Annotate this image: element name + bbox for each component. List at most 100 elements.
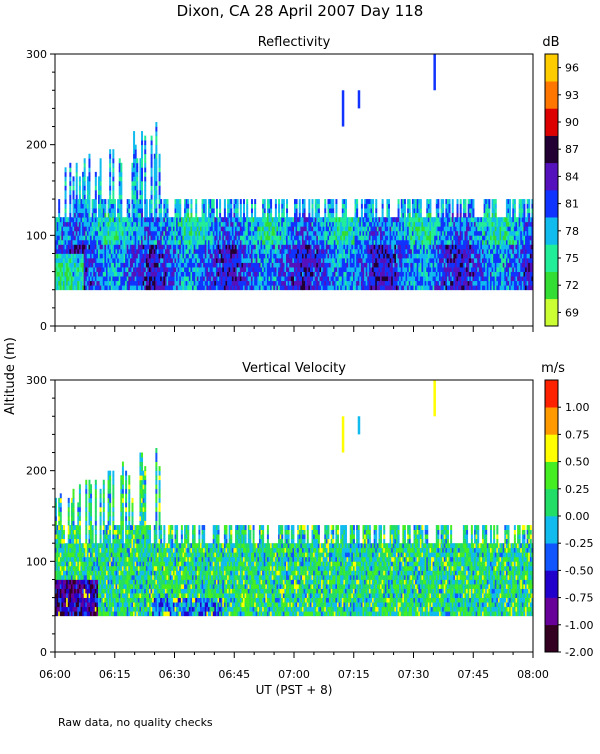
heatmap-cell	[289, 253, 292, 259]
heatmap-cell	[94, 244, 97, 250]
heatmap-cell	[67, 239, 70, 245]
heatmap-cell	[198, 285, 201, 291]
heatmap-cell	[375, 262, 378, 268]
heatmap-cell	[322, 239, 325, 245]
heatmap-cell	[308, 244, 311, 250]
heatmap-cell	[437, 199, 440, 204]
heatmap-cell	[102, 226, 105, 232]
heatmap-cell	[438, 217, 441, 223]
heatmap-cell	[410, 248, 413, 254]
heatmap-cell	[219, 235, 222, 241]
heatmap-cell	[129, 221, 132, 227]
heatmap-cell	[367, 217, 370, 223]
heatmap-cell	[118, 253, 121, 259]
heatmap-cell	[207, 253, 210, 259]
heatmap-cell	[400, 235, 403, 241]
heatmap-cell	[438, 271, 441, 277]
heatmap-cell	[432, 267, 435, 272]
heatmap-cell	[207, 239, 210, 245]
heatmap-cell	[372, 199, 375, 204]
heatmap-cell	[306, 276, 309, 282]
heatmap-cell	[163, 235, 166, 241]
heatmap-cell	[163, 203, 166, 209]
heatmap-cell	[281, 212, 284, 218]
heatmap-cell	[286, 239, 289, 245]
heatmap-cell	[402, 258, 405, 263]
heatmap-cell	[120, 167, 123, 173]
heatmap-cell	[298, 235, 301, 241]
heatmap-cell	[99, 239, 102, 245]
heatmap-cell	[399, 258, 402, 263]
heatmap-cell	[94, 276, 97, 282]
heatmap-cell	[456, 226, 459, 232]
heatmap-cell	[330, 248, 333, 254]
heatmap-cell	[294, 226, 296, 232]
heatmap-cell	[459, 253, 462, 259]
heatmap-cell	[230, 271, 233, 277]
heatmap-cell	[193, 276, 196, 282]
heatmap-cell	[286, 244, 289, 250]
heatmap-cell	[274, 235, 277, 241]
heatmap-cell	[424, 253, 427, 259]
heatmap-cell	[249, 258, 252, 263]
heatmap-cell	[278, 248, 281, 254]
heatmap-cell	[335, 221, 338, 227]
heatmap-cell	[131, 244, 134, 250]
heatmap-cell	[136, 235, 139, 241]
heatmap-cell	[295, 267, 298, 272]
heatmap-cell	[99, 235, 102, 241]
heatmap-cell	[454, 235, 457, 241]
heatmap-cell	[265, 221, 268, 227]
heatmap-cell	[348, 248, 351, 254]
heatmap-cell	[411, 267, 414, 272]
heatmap-cell	[451, 244, 454, 250]
heatmap-cell	[341, 258, 344, 263]
heatmap-cell	[58, 212, 61, 218]
heatmap-cell	[322, 253, 325, 259]
heatmap-cell	[415, 239, 418, 245]
heatmap-cell	[85, 262, 88, 268]
heatmap-cell	[70, 258, 73, 263]
heatmap-cell	[423, 267, 426, 272]
heatmap-cell	[98, 248, 101, 254]
heatmap-cell	[324, 199, 327, 204]
heatmap-cell	[88, 280, 91, 286]
heatmap-cell	[440, 230, 443, 236]
heatmap-cell	[64, 185, 67, 191]
heatmap-cell	[466, 235, 469, 241]
heatmap-cell	[319, 271, 322, 277]
heatmap-cell	[153, 212, 156, 218]
heatmap-cell	[246, 203, 249, 209]
heatmap-cell	[149, 226, 151, 232]
heatmap-cell	[239, 226, 242, 232]
heatmap-cell	[227, 285, 230, 291]
heatmap-cell	[85, 203, 88, 209]
heatmap-cell	[410, 271, 413, 277]
heatmap-cell	[459, 212, 462, 218]
heatmap-cell	[287, 253, 290, 259]
heatmap-cell	[330, 271, 333, 277]
heatmap-cell	[437, 267, 440, 272]
heatmap-cell	[174, 203, 177, 209]
heatmap-cell	[314, 226, 317, 232]
heatmap-cell	[249, 226, 252, 232]
heatmap-cell	[290, 271, 293, 277]
heatmap-cell	[164, 203, 167, 209]
heatmap-cell	[281, 262, 284, 268]
heatmap-cell	[250, 244, 253, 250]
heatmap-cell	[120, 230, 123, 236]
heatmap-cell	[375, 248, 378, 254]
heatmap-cell	[133, 271, 136, 277]
heatmap-cell	[207, 267, 210, 272]
heatmap-cell	[217, 235, 220, 241]
heatmap-cell	[451, 212, 454, 218]
heatmap-cell	[330, 226, 333, 232]
heatmap-cell	[62, 262, 65, 268]
heatmap-cell	[435, 230, 438, 236]
heatmap-cell	[268, 244, 271, 250]
heatmap-cell	[180, 276, 183, 282]
heatmap-cell	[445, 208, 448, 214]
heatmap-cell	[228, 208, 231, 214]
heatmap-cell	[356, 217, 359, 223]
heatmap-cell	[333, 230, 336, 236]
